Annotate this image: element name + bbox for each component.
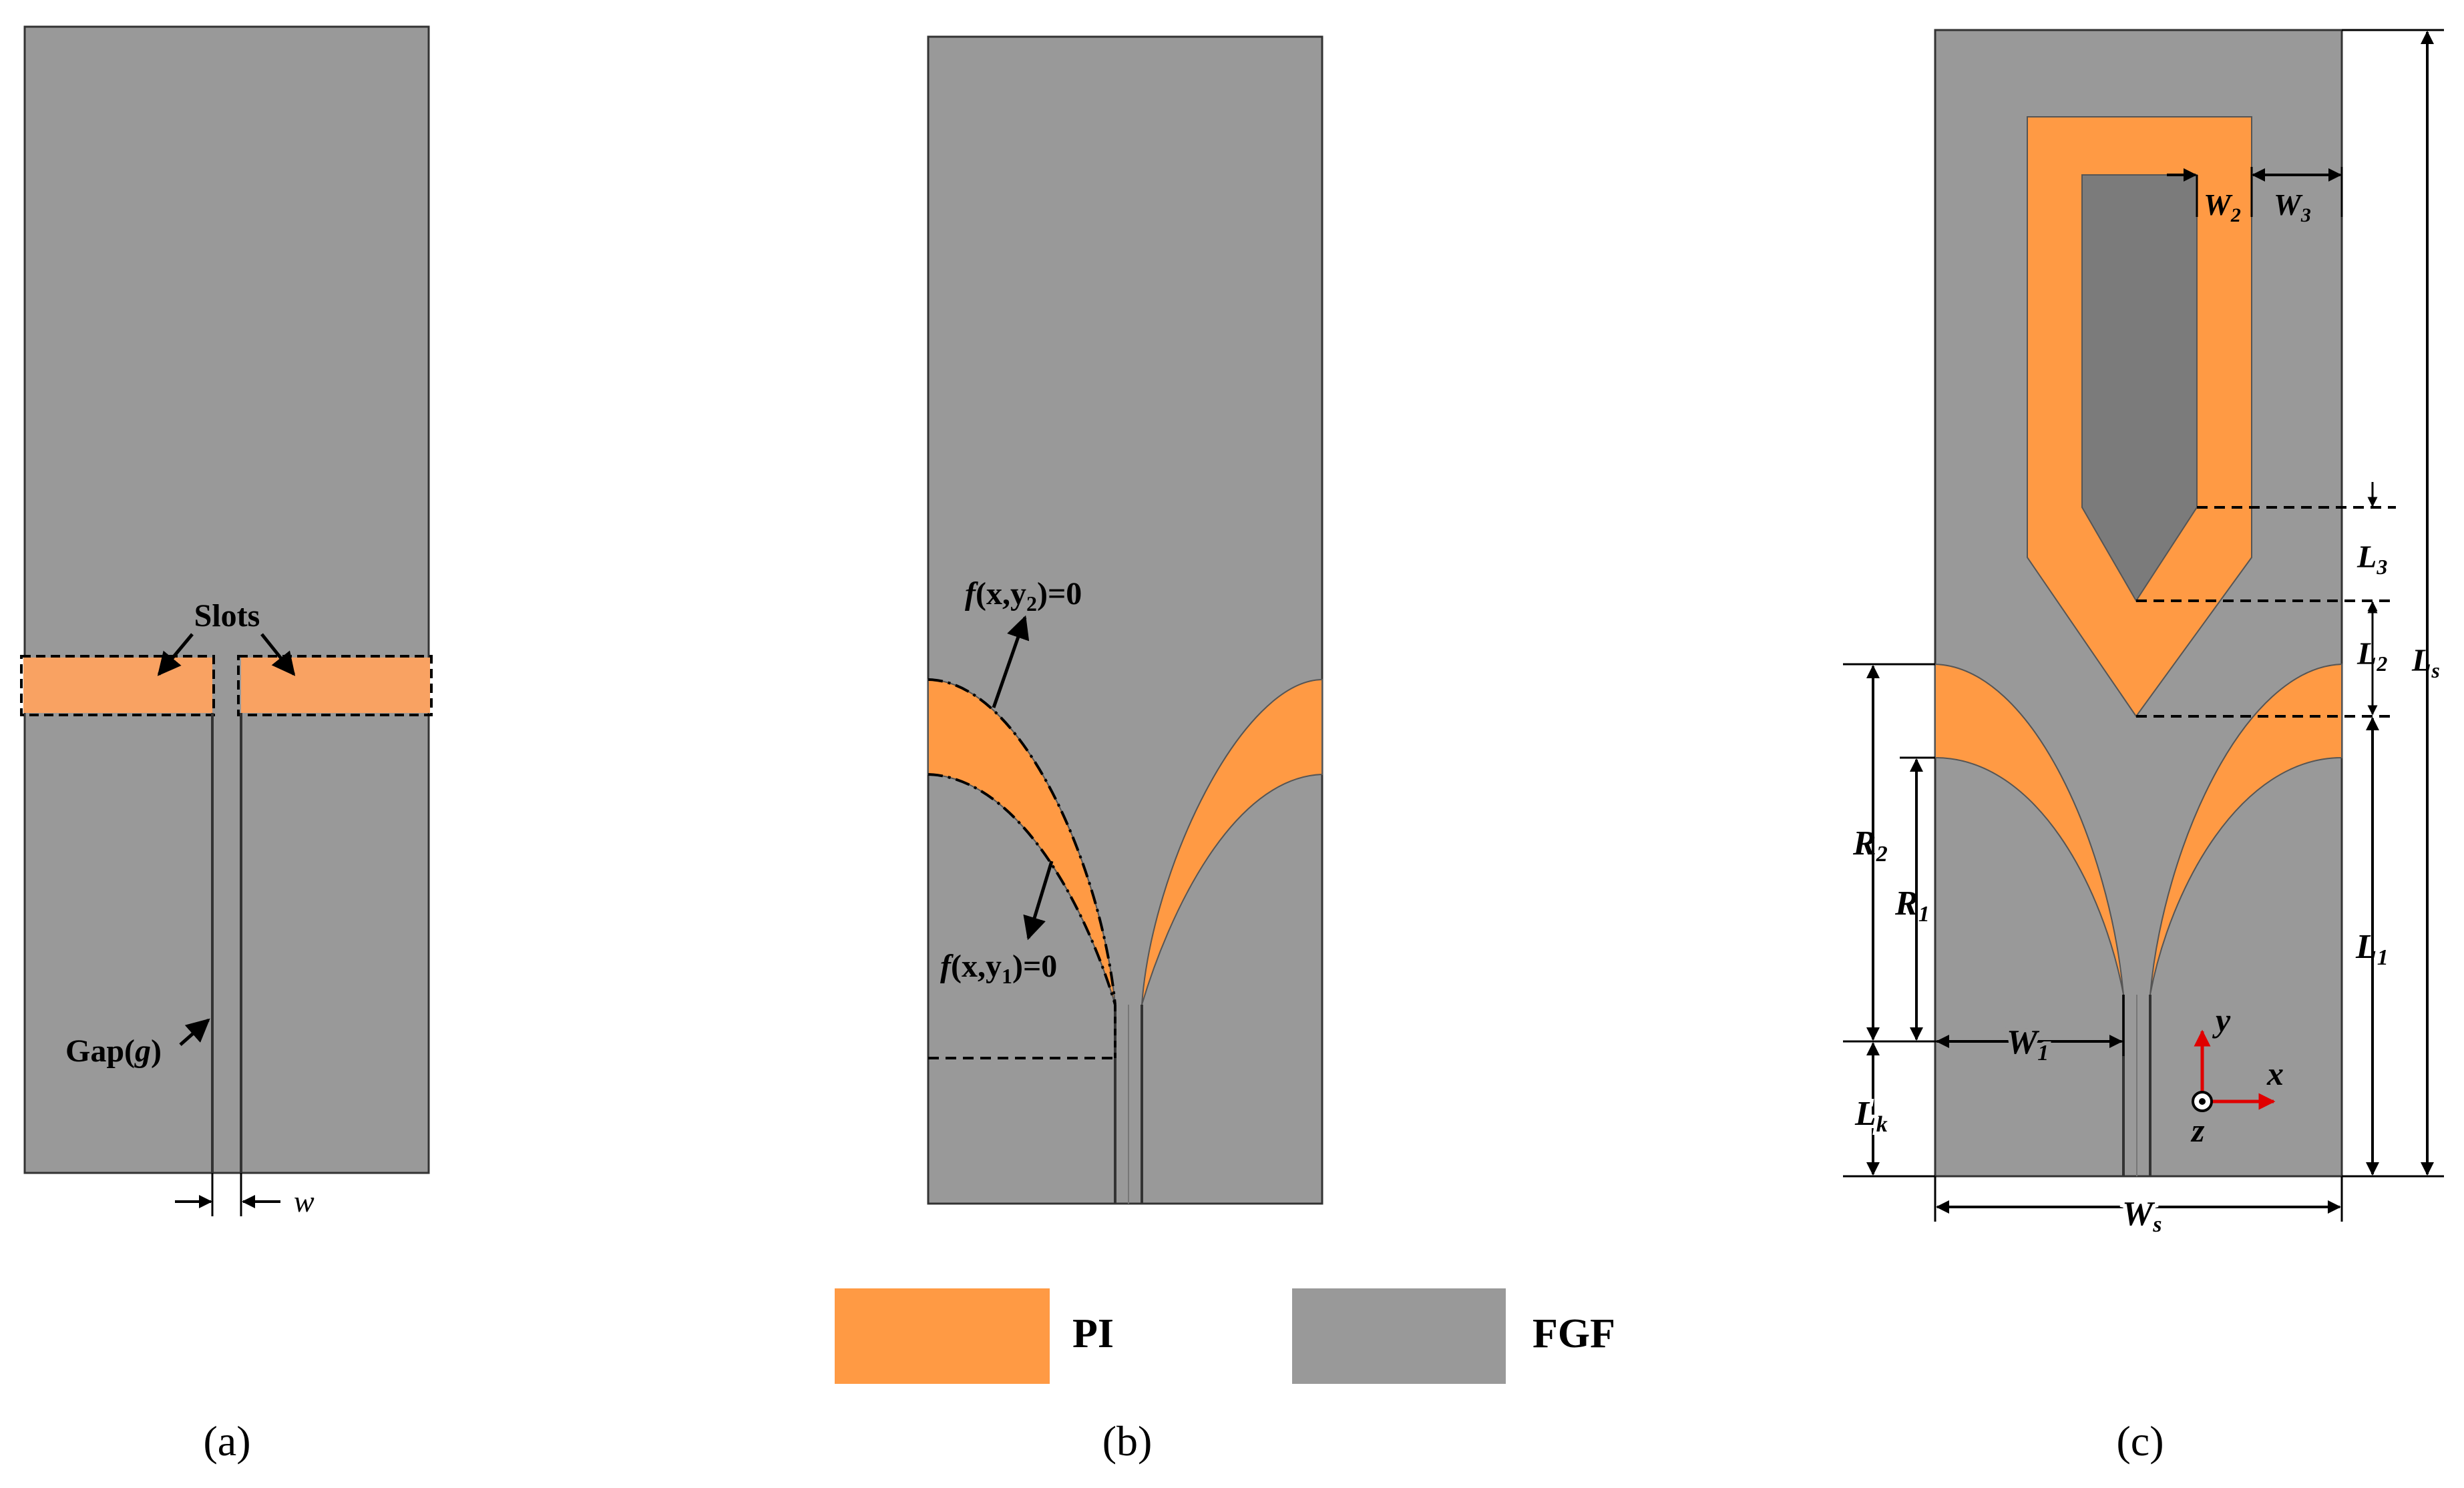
panel-b-f1-arrow (1023, 860, 1054, 941)
panel-c: W2 W3 L3 L2 Ls L1 R2 R1 W1 Lk (1843, 29, 2444, 1465)
panel-a-gap-label: Gap(g) (65, 1033, 162, 1069)
panel-b-f2-label: f(x,y2)=0 (965, 576, 1082, 615)
panel-c-l2-label: L2 (2356, 636, 2387, 676)
panel-c-ws-label: Ws (2122, 1195, 2162, 1237)
panel-a-slot-left-outline (20, 655, 215, 716)
legend-pi-label: PI (1072, 1311, 1114, 1356)
panel-a-slot-left (23, 658, 212, 713)
legend: PI FGF (835, 1288, 1615, 1384)
axis-y-label: y (2212, 1001, 2231, 1039)
panel-c-axes: y x z (2190, 1001, 2284, 1149)
panel-c-w1-label: W1 (2007, 1023, 2049, 1065)
panel-c-flare-left (1934, 663, 2124, 995)
panel-c-w3-label: W3 (2274, 188, 2311, 226)
panel-a-caption: (a) (203, 1417, 250, 1465)
panel-b-caption: (b) (1102, 1417, 1153, 1465)
panel-c-w2-label: W2 (2204, 188, 2241, 226)
panel-b: f(x,y2)=0 f(x,y1)=0 (b) (927, 35, 1323, 1465)
panel-a-slots-arrow-right (260, 633, 296, 676)
legend-pi-swatch (835, 1288, 1050, 1384)
panel-b-substrate (927, 35, 1323, 1205)
panel-a-gap-arrow (179, 1018, 210, 1046)
panel-a-slot-right (241, 658, 430, 713)
panel-c-caption: (c) (2116, 1417, 2164, 1465)
panel-a-slot-right-outline (237, 655, 433, 716)
panel-c-ls-label: Ls (2411, 643, 2440, 682)
panel-a-slots-label: Slots (194, 598, 260, 634)
legend-fgf-label: FGF (1532, 1311, 1615, 1356)
panel-a-w-label: w (294, 1184, 315, 1218)
axis-z-label: z (2190, 1111, 2205, 1149)
panel-c-l1-label: L1 (2355, 928, 2389, 970)
axis-z-dot (2199, 1098, 2206, 1105)
panel-c-flare-right (2149, 663, 2342, 995)
panel-b-f2-arrow (992, 615, 1030, 708)
panel-c-l3-label: L3 (2356, 539, 2387, 579)
panel-c-r2-label: R2 (1852, 824, 1888, 866)
panel-a: Slots Gap(g) w (a) (20, 25, 433, 1465)
panel-c-lk-label: Lk (1854, 1095, 1888, 1137)
panel-b-flare-right (1141, 678, 1323, 1005)
panel-a-slots-arrow-left (157, 633, 194, 676)
panel-c-r1-label: R1 (1894, 885, 1930, 927)
axis-x-label: x (2266, 1055, 2284, 1092)
panel-b-f1-label: f(x,y1)=0 (940, 949, 1057, 988)
panel-b-curve-f2 (928, 678, 1116, 1005)
panel-b-curve-f1 (928, 773, 1116, 1005)
panel-a-substrate (23, 25, 430, 1174)
legend-fgf-swatch (1292, 1288, 1506, 1384)
